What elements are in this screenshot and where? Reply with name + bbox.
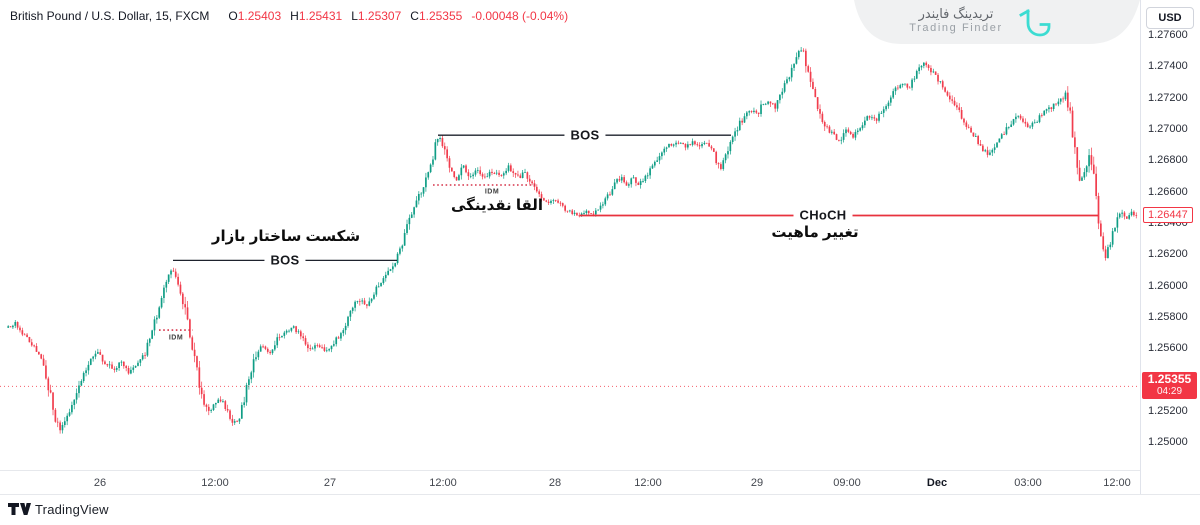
up-candle-wicks xyxy=(7,47,1132,434)
tradingview-label: TradingView xyxy=(35,501,109,517)
candlestick-canvas[interactable] xyxy=(0,0,1140,470)
price-tick-label: 1.27400 xyxy=(1148,60,1188,73)
time-tick-label: 12:00 xyxy=(1103,477,1131,489)
price-chart-pane[interactable]: BOS شکست ساختار بازار IDM BOS IDM القا نقدینگ… xyxy=(0,0,1140,470)
low-value: 1.25307 xyxy=(357,9,402,23)
price-tick-label: 1.26000 xyxy=(1148,279,1188,292)
price-tick-label: 1.26600 xyxy=(1148,185,1188,198)
badge-shape xyxy=(854,0,1140,44)
symbol-header[interactable]: British Pound / U.S. Dollar, 15, FXCM O1.… xyxy=(10,9,568,23)
choch-line-price-label: 1.26447 xyxy=(1143,206,1193,223)
time-tick-label: 09:00 xyxy=(833,477,861,489)
up-candle-bodies xyxy=(7,50,1133,431)
price-tick-label: 1.26200 xyxy=(1148,248,1188,261)
price-tick-label: 1.26800 xyxy=(1148,154,1188,167)
close-value: 1.25355 xyxy=(418,9,463,23)
time-tick-label: 03:00 xyxy=(1014,477,1042,489)
last-price-tag: 1.25355 04:29 xyxy=(1142,372,1197,400)
price-tick-label: 1.25600 xyxy=(1148,342,1188,355)
high-value: 1.25431 xyxy=(298,9,343,23)
symbol-title[interactable]: British Pound / U.S. Dollar, 15, FXCM xyxy=(10,9,210,23)
time-tick-label: Dec xyxy=(926,477,948,489)
axis-divider xyxy=(0,494,1200,495)
time-tick-label: 12:00 xyxy=(634,477,662,489)
time-tick-label: 28 xyxy=(548,477,562,489)
trading-finder-logo-icon xyxy=(1019,9,1051,37)
time-axis[interactable]: 26 12:00 27 12:00 28 12:00 29 09:00 Dec 03:00 12:0… xyxy=(0,470,1140,495)
time-tick-label: 27 xyxy=(323,477,337,489)
price-tick-label: 1.27000 xyxy=(1148,122,1188,135)
high-label: H xyxy=(290,9,299,23)
low-label: L xyxy=(351,9,358,23)
price-tick-label: 1.25800 xyxy=(1148,310,1188,323)
open-label: O xyxy=(228,9,238,23)
tradingview-logo-icon xyxy=(8,503,31,515)
brand-name-en: Trading Finder xyxy=(909,22,1003,34)
time-tick-label: 12:00 xyxy=(429,477,457,489)
price-tick-label: 1.27600 xyxy=(1148,29,1188,41)
price-axis[interactable]: USD 1.27600 1.27400 1.27200 1.27000 1.26800 1… xyxy=(1140,0,1200,494)
last-price-value: 1.25355 xyxy=(1147,372,1192,387)
price-tick-label: 1.25200 xyxy=(1148,404,1188,417)
tradingview-watermark[interactable]: TradingView xyxy=(8,501,109,517)
price-tick-label: 1.27200 xyxy=(1148,91,1188,104)
currency-toggle-button[interactable]: USD xyxy=(1146,7,1194,29)
down-candle-wicks xyxy=(10,48,1137,434)
change-value: -0.00048 (-0.04%) xyxy=(471,9,569,23)
open-value: 1.25403 xyxy=(237,9,282,23)
bar-countdown: 04:29 xyxy=(1156,386,1183,398)
close-label: C xyxy=(410,9,419,23)
brand-badge: تریدینگ فایندر Trading Finder xyxy=(840,0,1150,48)
time-tick-label: 12:00 xyxy=(201,477,229,489)
brand-name-fa: تریدینگ فایندر xyxy=(918,6,994,21)
price-tick-label: 1.25000 xyxy=(1148,436,1188,448)
drawing-lines[interactable] xyxy=(159,134,1098,331)
time-tick-label: 29 xyxy=(750,477,764,489)
down-candle-bodies xyxy=(9,50,1138,431)
time-tick-label: 26 xyxy=(93,477,107,489)
